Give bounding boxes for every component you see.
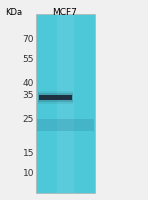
Text: 15: 15 (22, 150, 34, 158)
Bar (38, 93, 73, 102)
Bar (36, 14, 95, 193)
Text: MCF7: MCF7 (53, 8, 77, 17)
Bar (38, 91, 73, 104)
Text: 35: 35 (22, 92, 34, 100)
Text: KDa: KDa (5, 8, 22, 17)
Text: 55: 55 (22, 55, 34, 64)
Bar (39, 95, 72, 100)
Bar (58, 14, 74, 193)
Text: 25: 25 (23, 116, 34, 124)
Text: 10: 10 (22, 168, 34, 178)
Bar (37, 119, 94, 131)
Text: 70: 70 (22, 36, 34, 45)
Text: 40: 40 (23, 78, 34, 88)
